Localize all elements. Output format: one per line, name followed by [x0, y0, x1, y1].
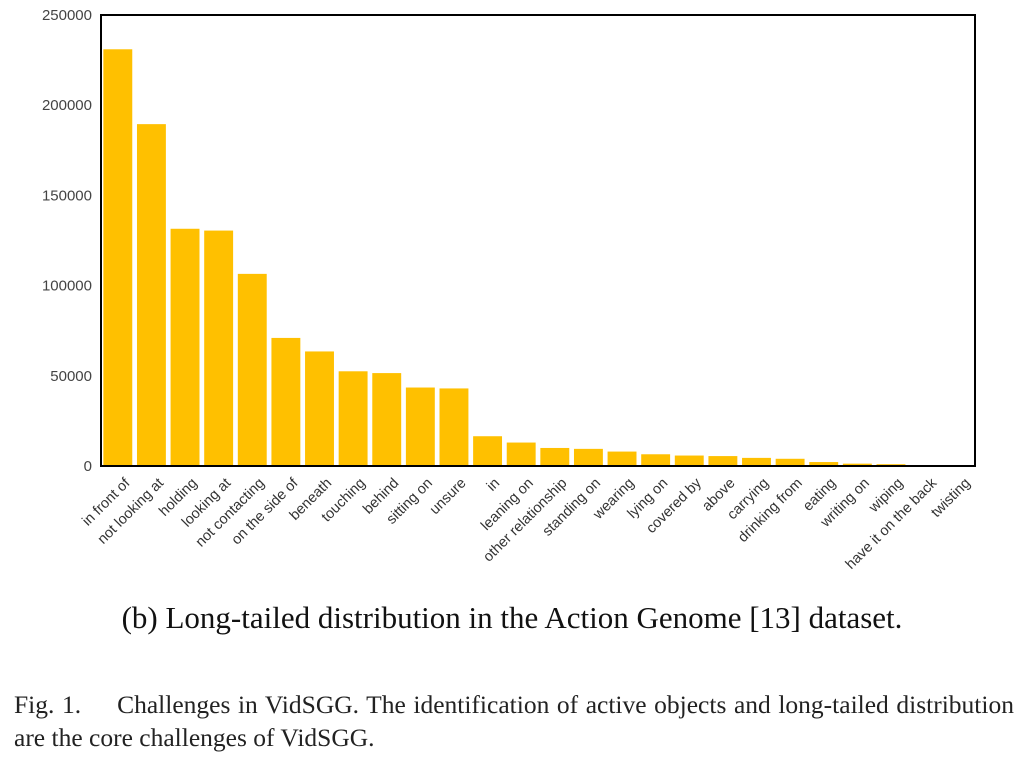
bar [742, 457, 771, 466]
bar-chart: 0 50000 100000 150000 200000 250000 in front … [42, 7, 976, 573]
bar [136, 124, 166, 466]
bar [540, 447, 570, 466]
figure-number: Fig. 1. [14, 690, 82, 719]
bar [641, 454, 671, 466]
subcaption: (b) Long-tailed distribution in the Acti… [121, 600, 903, 635]
bar [607, 451, 637, 466]
bar [674, 455, 704, 466]
bar [405, 387, 435, 466]
y-tick-label: 150000 [42, 187, 92, 204]
y-tick-label: 250000 [42, 7, 92, 24]
bar [439, 388, 469, 466]
bar [372, 373, 402, 466]
y-tick-label: 100000 [42, 278, 92, 295]
y-tick-label: 0 [84, 458, 92, 475]
bar [506, 442, 536, 466]
caption-text: Challenges in VidSGG. The identification… [14, 690, 1014, 752]
bar [103, 49, 133, 466]
bar [708, 456, 738, 466]
x-tick-label: in [484, 475, 503, 494]
bar [204, 230, 234, 466]
bar [473, 436, 503, 466]
y-tick-label: 50000 [50, 368, 92, 385]
bar [237, 273, 267, 466]
figure-caption: Fig. 1. Challenges in VidSGG. The identif… [14, 688, 1014, 754]
bar [271, 337, 301, 466]
y-axis: 0 50000 100000 150000 200000 250000 [42, 7, 92, 475]
bar [809, 462, 839, 466]
bar [170, 228, 200, 466]
bars-group [103, 49, 973, 466]
bar [573, 448, 603, 466]
x-tick-label: unsure [427, 475, 470, 518]
plot-frame [100, 14, 976, 467]
y-tick-label: 200000 [42, 97, 92, 114]
bar [842, 463, 872, 466]
bar [775, 458, 805, 466]
bar [338, 371, 368, 466]
bar [305, 351, 334, 466]
